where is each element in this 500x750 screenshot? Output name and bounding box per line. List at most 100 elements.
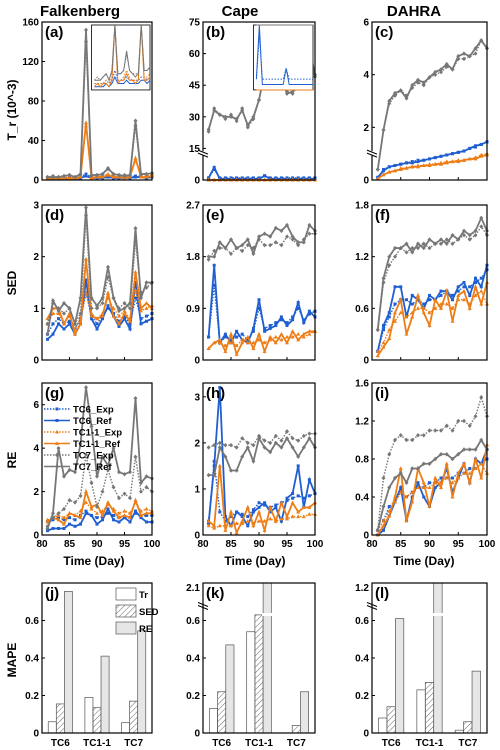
point-TC1-1_Ref: [95, 316, 99, 321]
point-TC7_Ref: [444, 452, 449, 457]
x-tick-label: 85: [64, 539, 76, 550]
point-TC1-1_Exp: [117, 313, 121, 318]
point-TC7_Exp: [462, 418, 466, 424]
y-tick-label: 0: [33, 356, 39, 367]
point-TC7_Ref: [375, 167, 380, 172]
point-TC7_Ref: [56, 174, 61, 180]
point-TC6_Exp: [307, 494, 311, 498]
bar-SED-TC6: [55, 703, 65, 734]
point-TC6_Exp: [134, 511, 137, 515]
point-TC1-1_Exp: [95, 511, 99, 515]
series-line-TC1-1_Ref: [377, 282, 488, 357]
point-TC7_Ref: [251, 251, 256, 256]
panel-frame: [371, 382, 488, 536]
bar-break-mask: [262, 613, 273, 616]
bar-SED-TC7: [129, 700, 139, 734]
point-TC1-1_Exp: [444, 301, 449, 306]
point-TC6_Ref: [212, 464, 216, 468]
point-TC6_Exp: [428, 481, 431, 485]
point-TC7_Exp: [100, 300, 105, 306]
inset-line-TC7_Ref: [94, 24, 151, 82]
point-TC6_Exp: [474, 281, 477, 284]
site-title-falkenberg: Falkenberg: [40, 3, 120, 20]
point-TC7_Exp: [273, 240, 278, 245]
bar-RE-TC1-1: [433, 582, 443, 734]
category-label: TC7: [287, 738, 306, 749]
point-TC7_Exp: [467, 237, 472, 242]
x-tick-label: 85: [395, 539, 407, 550]
point-TC6_Ref: [251, 326, 255, 330]
point-TC7_Ref: [257, 436, 261, 441]
point-TC7_Ref: [234, 245, 239, 251]
point-TC7_Ref: [456, 452, 461, 457]
bar-SED-TC1-1: [424, 682, 435, 734]
point-TC1-1_Exp: [450, 306, 455, 310]
point-TC6_Ref: [95, 327, 99, 331]
bar-SED-TC6: [217, 691, 227, 734]
point-TC6_Ref: [456, 150, 460, 154]
point-TC7_Ref: [450, 456, 455, 462]
point-TC7_Ref: [251, 114, 256, 119]
point-TC6_Exp: [62, 518, 66, 522]
point-TC1-1_Ref: [450, 319, 455, 323]
point-TC7_Exp: [217, 440, 222, 446]
point-TC1-1_Ref: [421, 163, 426, 168]
point-TC6_Exp: [279, 318, 283, 322]
point-TC7_Ref: [273, 225, 278, 231]
point-TC7_Exp: [95, 306, 99, 311]
point-TC6_Exp: [218, 510, 222, 514]
y-tick-label: 80: [28, 97, 40, 108]
point-TC6_Exp: [468, 285, 472, 289]
y-tick-label: 3: [33, 201, 39, 212]
point-TC7_Ref: [393, 245, 397, 251]
point-TC6_Ref: [291, 492, 295, 496]
site-title-cape: Cape: [222, 3, 259, 20]
point-TC1-1_Ref: [462, 158, 466, 162]
point-TC7_Ref: [439, 237, 443, 242]
point-TC6_Ref: [428, 157, 431, 161]
point-TC7_Ref: [245, 237, 250, 242]
point-TC6_Ref: [139, 516, 143, 520]
point-TC7_Exp: [133, 454, 138, 460]
point-TC6_Exp: [257, 501, 261, 505]
point-TC6_Ref: [479, 285, 483, 289]
series-line-TC7_Ref: [208, 435, 316, 477]
line-legend: TC6_ExpTC6_RefTC1-1_ExpTC1-1_RefTC7_ExpT…: [44, 405, 122, 473]
point-TC7_Ref: [433, 456, 438, 462]
y-tick-label: 0.2: [186, 691, 200, 702]
point-TC7_Exp: [67, 498, 72, 503]
point-TC6_Ref: [451, 298, 454, 302]
point-TC1-1_Ref: [433, 475, 438, 480]
point-TC6_Ref: [279, 315, 283, 319]
point-TC6_Exp: [95, 322, 99, 326]
point-TC1-1_Exp: [450, 480, 455, 485]
point-TC7_Ref: [439, 67, 443, 72]
point-TC6_Ref: [279, 519, 283, 523]
point-TC1-1_Ref: [206, 346, 211, 351]
point-TC1-1_Ref: [467, 156, 472, 161]
category-label: TC6: [212, 738, 231, 749]
point-TC6_Ref: [263, 329, 267, 333]
inset-line-TC6_Ref: [94, 75, 151, 88]
point-TC1-1_Ref: [139, 174, 143, 179]
point-TC1-1_Ref: [206, 518, 211, 523]
point-TC7_Ref: [89, 295, 94, 301]
point-TC6_Ref: [207, 335, 211, 339]
y-tick-label-top: 1.2: [355, 583, 369, 594]
point-TC7_Exp: [212, 442, 217, 448]
point-TC1-1_Ref: [84, 489, 88, 494]
point-TC7_Exp: [479, 224, 484, 229]
x-tick-label: 95: [453, 539, 465, 550]
point-TC7_Ref: [410, 466, 415, 471]
point-TC1-1_Ref: [301, 331, 306, 336]
point-TC1-1_Ref: [45, 519, 50, 524]
point-TC6_Exp: [410, 302, 414, 306]
point-TC1-1_Exp: [257, 337, 261, 342]
point-TC7_Ref: [212, 472, 217, 478]
point-TC1-1_Ref: [381, 523, 386, 527]
point-TC6_Ref: [399, 486, 403, 489]
point-TC1-1_Ref: [73, 513, 77, 517]
point-TC6_Ref: [474, 144, 477, 148]
bar-RE-TC7: [300, 691, 310, 734]
panel-label: (g): [45, 385, 64, 402]
